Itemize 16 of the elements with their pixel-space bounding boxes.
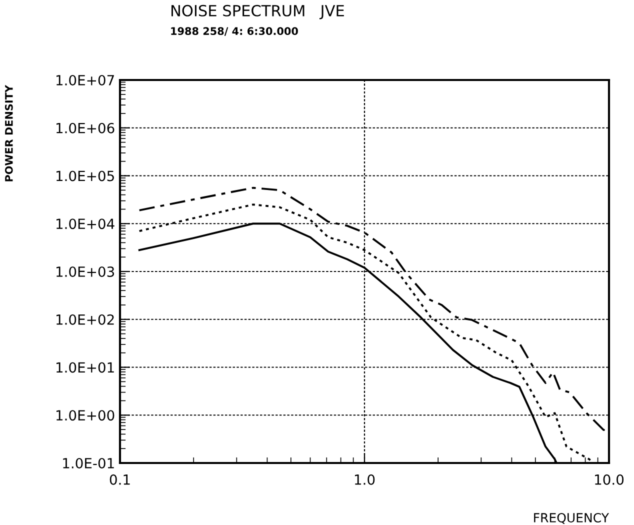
y-tick-label: 1.0E+05 <box>56 170 114 182</box>
y-tick-label: 1.0E+03 <box>56 266 114 277</box>
x-tick-label: 1.0 <box>354 474 375 485</box>
x-tick-label: 0.1 <box>110 474 130 485</box>
x-axis-title: FREQUENCY <box>534 513 610 524</box>
y-tick-label: 1.0E+00 <box>56 410 114 421</box>
y-tick-label: 1.0E+04 <box>56 218 114 230</box>
y-tick-label: 1.0E+02 <box>56 314 114 325</box>
y-tick-label: 1.0E+06 <box>56 122 114 134</box>
chart-subtitle: 1988 258/ 4: 6:30.000 <box>171 27 298 36</box>
chart-title: NOISE SPECTRUM JVE <box>172 4 344 20</box>
y-tick-label: 1.0E+07 <box>56 74 114 86</box>
x-tick-label: 10.0 <box>595 474 624 485</box>
y-tick-label: 1.0E+01 <box>56 362 114 373</box>
y-tick-label: 1.0E-01 <box>63 458 114 468</box>
y-axis-title: POWER DENSITY <box>4 84 13 182</box>
